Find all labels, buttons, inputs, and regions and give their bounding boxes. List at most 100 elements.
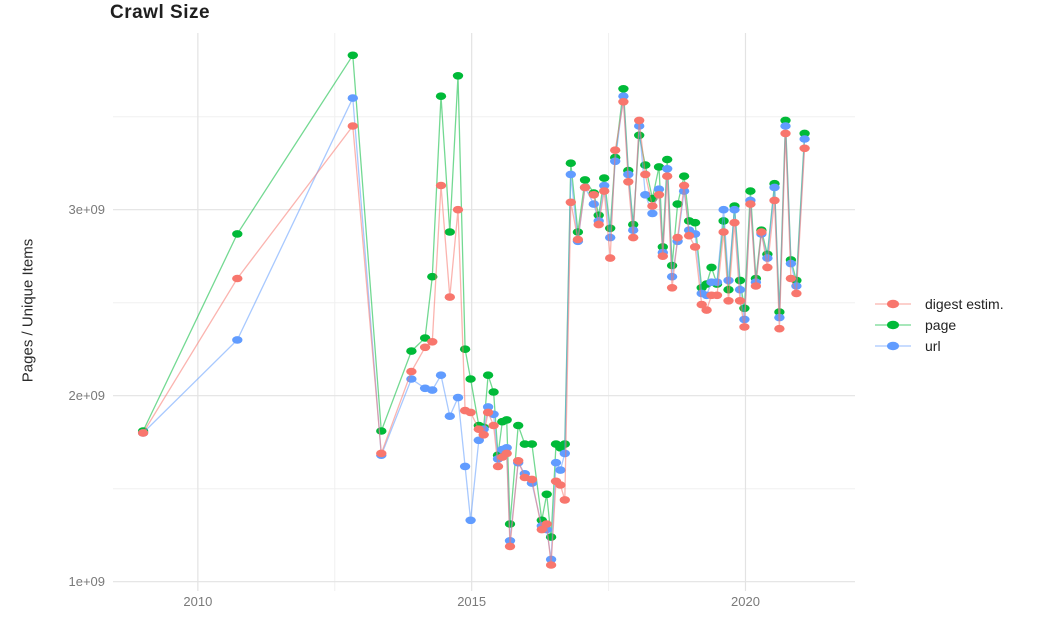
data-point: [579, 176, 591, 184]
legend-label-digest: digest estim.: [925, 295, 1004, 312]
data-point: [785, 274, 797, 283]
data-point: [488, 421, 499, 430]
data-point: [769, 183, 780, 192]
data-point: [347, 94, 358, 102]
data-point: [435, 371, 447, 380]
data-point: [536, 525, 547, 534]
y-tick-label: 2e+09: [68, 387, 105, 403]
data-point: [618, 92, 629, 100]
data-point: [599, 174, 610, 182]
data-point: [718, 205, 729, 214]
data-point: [444, 228, 455, 236]
data-point: [545, 561, 557, 569]
data-point: [459, 462, 471, 471]
data-point: [696, 300, 707, 309]
data-point: [780, 116, 791, 125]
data-point: [555, 481, 566, 489]
data-point: [640, 170, 651, 179]
data-point: [762, 254, 773, 262]
data-point: [427, 338, 438, 346]
data-point: [628, 233, 639, 242]
legend-key-digest-icon: [875, 299, 911, 308]
y-tick-label: 1e+09: [68, 573, 105, 589]
data-point: [565, 198, 576, 207]
gridlines: [113, 33, 855, 591]
data-point: [501, 449, 512, 458]
data-point: [672, 233, 683, 242]
data-point: [452, 205, 464, 214]
data-point: [504, 542, 516, 551]
data-point: [653, 185, 665, 193]
data-point: [559, 449, 570, 458]
data-point: [347, 51, 358, 60]
data-point: [689, 243, 701, 251]
data-point: [634, 116, 645, 125]
data-point: [653, 191, 665, 199]
data-point: [711, 291, 723, 300]
data-point: [599, 187, 610, 195]
data-point: [718, 228, 729, 236]
data-point: [605, 233, 616, 242]
data-point: [482, 408, 494, 417]
data-point: [791, 289, 802, 298]
data-point: [750, 282, 762, 290]
data-point: [734, 285, 746, 294]
data-point: [541, 490, 552, 499]
data-point: [723, 285, 734, 294]
data-point: [473, 425, 484, 434]
data-point: [618, 85, 629, 93]
data-point: [662, 155, 673, 164]
data-point: [780, 122, 791, 130]
data-point: [541, 520, 552, 528]
data-point: [572, 228, 584, 236]
data-point: [683, 231, 695, 240]
legend-item-digest: digest estim.: [872, 293, 1004, 314]
data-point: [701, 306, 712, 314]
data-point: [588, 200, 599, 208]
series-url: [137, 92, 810, 564]
data-point: [579, 183, 591, 192]
data-point: [610, 146, 621, 154]
data-point: [427, 272, 438, 281]
data-point: [572, 235, 584, 244]
data-point: [565, 170, 576, 179]
data-point: [427, 386, 438, 394]
data-point: [232, 230, 243, 238]
data-point: [588, 191, 599, 199]
data-point: [406, 367, 417, 376]
data-point: [618, 98, 629, 106]
data-point: [599, 181, 610, 190]
data-point: [678, 181, 690, 190]
data-point: [465, 516, 476, 525]
data-point: [729, 205, 740, 214]
data-point: [745, 187, 756, 195]
data-point: [723, 276, 734, 285]
data-point: [492, 462, 504, 471]
data-point: [347, 122, 358, 130]
data-point: [799, 144, 810, 153]
x-tick-label: 2010: [183, 594, 213, 609]
data-point: [640, 161, 651, 169]
data-point: [739, 323, 750, 331]
legend-key-page-icon: [875, 320, 911, 329]
data-point: [444, 412, 455, 421]
data-point: [452, 72, 464, 80]
data-point: [647, 202, 658, 210]
data-point: [232, 274, 243, 283]
data-point: [435, 181, 447, 190]
data-point: [419, 334, 431, 342]
data-point: [723, 297, 734, 305]
data-point: [657, 252, 668, 260]
data-point: [501, 444, 512, 452]
data-point: [729, 218, 740, 227]
data-point: [550, 458, 562, 467]
data-point: [762, 263, 773, 272]
series-line: [142, 101, 806, 566]
data-point: [780, 129, 791, 138]
x-tick-label: 2015: [457, 594, 487, 609]
data-point: [526, 475, 538, 484]
data-point: [376, 427, 387, 435]
data-point: [513, 421, 524, 430]
